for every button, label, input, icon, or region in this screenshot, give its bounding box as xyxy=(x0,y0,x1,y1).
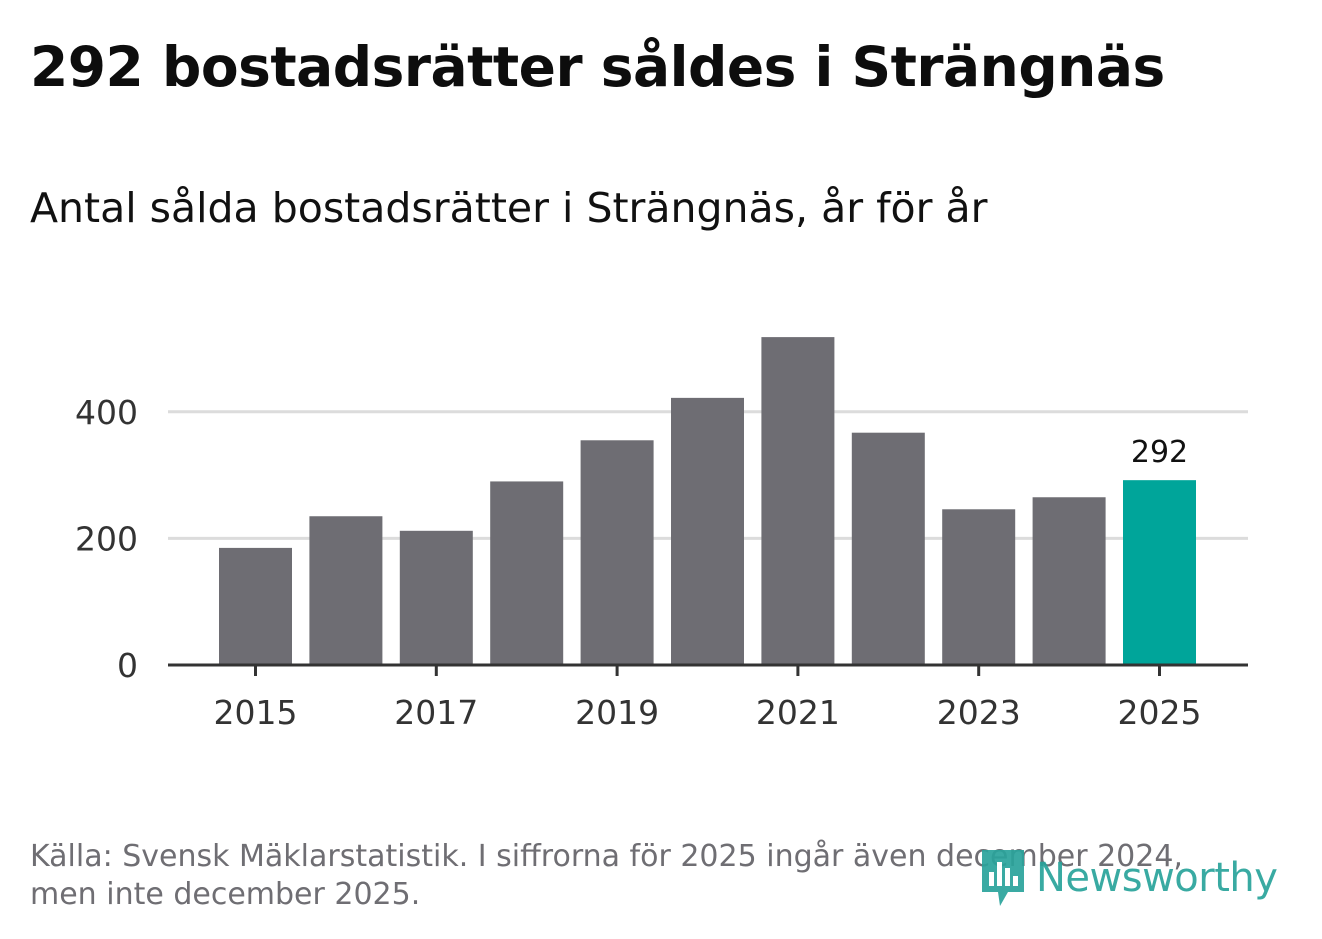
logo-wordmark: Newsworthy xyxy=(1036,855,1278,901)
bar-2022 xyxy=(851,432,925,665)
x-axis: 2015 2017 2019 2021 2023 2025 xyxy=(168,663,1248,732)
bar-2020 xyxy=(671,397,744,665)
bar-chart: 0 200 400 2015 2017 2019 2021 2023 2025 292 xyxy=(75,337,1248,732)
bar-2024 xyxy=(1032,497,1106,665)
bar-2023 xyxy=(942,509,1016,665)
bar-2021 xyxy=(761,337,835,665)
y-axis-ticks: 0 200 400 xyxy=(75,393,138,685)
bar-2016 xyxy=(309,516,383,665)
x-tick-label-2025: 2025 xyxy=(1118,693,1202,732)
data-labels: 292 xyxy=(1131,435,1188,470)
y-tick-label-400: 400 xyxy=(75,393,138,432)
bar-2019 xyxy=(580,440,654,665)
x-tick-label-2019: 2019 xyxy=(575,693,659,732)
y-tick-label-200: 200 xyxy=(75,519,138,558)
chart-subtitle: Antal sålda bostadsrätter i Strängnäs, å… xyxy=(30,184,988,232)
x-tick-label-2023: 2023 xyxy=(937,693,1021,732)
y-tick-label-0: 0 xyxy=(117,646,138,685)
newsworthy-logo: Newsworthy xyxy=(978,842,1278,914)
bar-2017 xyxy=(399,530,473,665)
x-tick-label-2017: 2017 xyxy=(394,693,478,732)
chart-title: 292 bostadsrätter såldes i Strängnäs xyxy=(30,35,1165,99)
x-tick-label-2021: 2021 xyxy=(756,693,840,732)
bars xyxy=(219,337,1196,665)
bar-2025 xyxy=(1123,480,1196,665)
newsworthy-bars-icon xyxy=(982,850,1024,906)
bar-2015 xyxy=(219,547,292,665)
data-label-2025: 292 xyxy=(1131,435,1188,470)
bar-2018 xyxy=(490,481,564,665)
source-line-2: men inte december 2025. xyxy=(30,877,421,912)
x-tick-label-2015: 2015 xyxy=(214,693,298,732)
